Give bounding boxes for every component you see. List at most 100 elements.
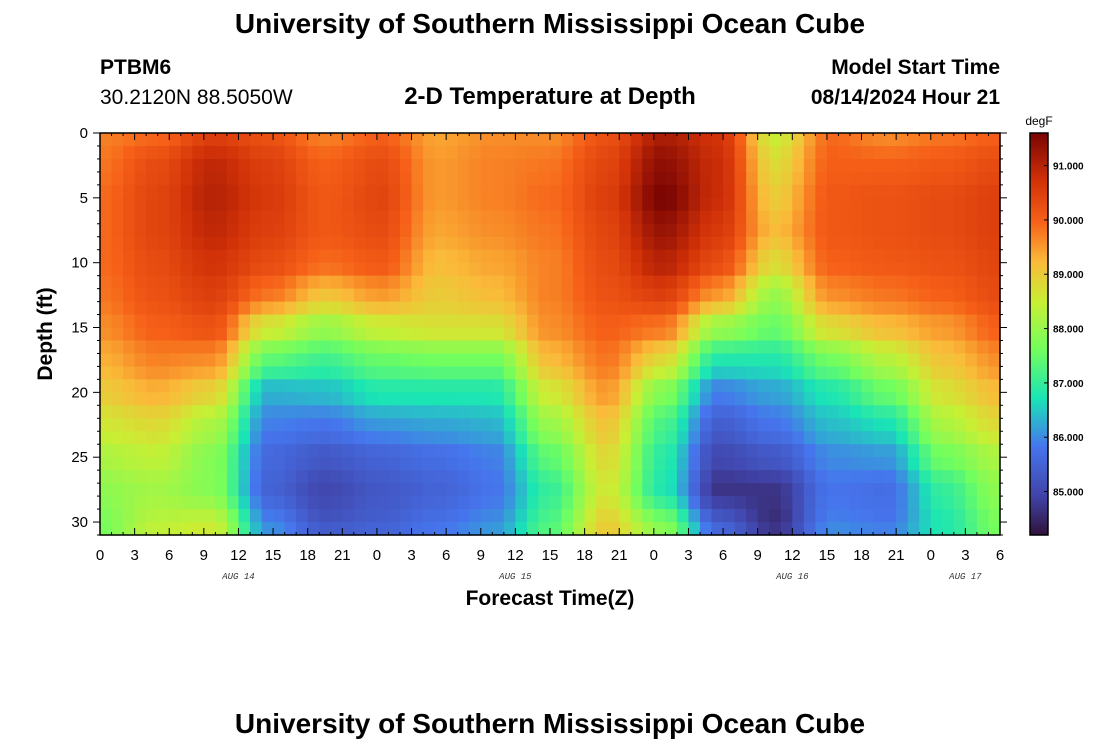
heatmap-cell bbox=[100, 133, 113, 147]
heatmap-cell bbox=[446, 249, 459, 264]
heatmap-cell bbox=[792, 275, 805, 290]
heatmap-cell bbox=[469, 314, 482, 329]
heatmap-cell bbox=[503, 379, 516, 393]
heatmap-cell bbox=[907, 353, 920, 368]
heatmap-cell bbox=[134, 301, 147, 316]
heatmap-cell bbox=[630, 496, 643, 510]
heatmap-cell bbox=[388, 223, 401, 238]
heatmap-cell bbox=[226, 133, 240, 147]
y-axis-title: Depth (ft) bbox=[34, 287, 57, 380]
heatmap-cell bbox=[930, 223, 943, 238]
heatmap-cell bbox=[376, 197, 390, 212]
heatmap-cell bbox=[884, 210, 897, 225]
heatmap-cell bbox=[111, 314, 124, 329]
heatmap-cell bbox=[515, 470, 528, 484]
heatmap-cell bbox=[238, 379, 251, 393]
heatmap-cell bbox=[896, 418, 909, 432]
heatmap-cell bbox=[930, 418, 943, 432]
heatmap-cell bbox=[203, 405, 216, 419]
heatmap-cell bbox=[653, 288, 666, 303]
heatmap-cell bbox=[434, 509, 447, 523]
heatmap-cell bbox=[976, 457, 990, 471]
heatmap-cell bbox=[965, 483, 978, 497]
heatmap-cell bbox=[215, 197, 228, 212]
heatmap-cell bbox=[619, 418, 632, 432]
heatmap-cell bbox=[342, 301, 355, 316]
heatmap-cell bbox=[700, 431, 713, 445]
heatmap-cell bbox=[123, 496, 136, 510]
heatmap-cell bbox=[838, 444, 851, 458]
heatmap-cell bbox=[815, 133, 828, 147]
heatmap-cell bbox=[884, 431, 897, 445]
heatmap-cell bbox=[653, 236, 666, 251]
heatmap-cell bbox=[815, 327, 828, 342]
heatmap-cell bbox=[746, 314, 759, 329]
heatmap-cell bbox=[792, 171, 805, 186]
heatmap-cell bbox=[123, 405, 136, 419]
heatmap-cell bbox=[642, 327, 655, 342]
heatmap-cell bbox=[238, 133, 251, 147]
heatmap-cell bbox=[780, 366, 793, 380]
heatmap-cell bbox=[423, 262, 436, 277]
heatmap-cell bbox=[273, 275, 286, 290]
heatmap-cell bbox=[134, 262, 147, 277]
heatmap-cell bbox=[838, 236, 851, 251]
heatmap-cell bbox=[111, 431, 124, 445]
heatmap-cell bbox=[296, 366, 309, 380]
heatmap-cell bbox=[607, 483, 620, 497]
heatmap-cell bbox=[573, 379, 586, 393]
heatmap-cell bbox=[884, 470, 897, 484]
heatmap-cell bbox=[815, 275, 828, 290]
heatmap-cell bbox=[792, 444, 805, 458]
heatmap-cell bbox=[538, 184, 551, 199]
page-title: University of Southern Mississippi Ocean… bbox=[234, 8, 866, 39]
heatmap-cell bbox=[746, 405, 759, 419]
heatmap-cell bbox=[388, 496, 401, 510]
heatmap-cell bbox=[746, 262, 759, 277]
heatmap-cell bbox=[123, 171, 136, 186]
heatmap-cell bbox=[307, 314, 320, 329]
heatmap-cell bbox=[169, 470, 182, 484]
heatmap-cell bbox=[134, 236, 147, 251]
heatmap-cell bbox=[434, 353, 447, 368]
heatmap-cell bbox=[169, 353, 182, 368]
heatmap-cell bbox=[146, 133, 159, 147]
heatmap-cell bbox=[965, 275, 978, 290]
heatmap-cell bbox=[307, 249, 320, 264]
heatmap-cell bbox=[688, 314, 701, 329]
heatmap-cell bbox=[700, 340, 713, 355]
heatmap-cell bbox=[365, 470, 378, 484]
heatmap-cell bbox=[503, 483, 516, 497]
heatmap-cell bbox=[134, 249, 147, 264]
heatmap-cell bbox=[388, 379, 401, 393]
heatmap-cell bbox=[492, 496, 505, 510]
heatmap-cell bbox=[515, 392, 528, 406]
heatmap-cell bbox=[319, 197, 332, 212]
heatmap-cell bbox=[157, 496, 170, 510]
heatmap-cell bbox=[596, 223, 609, 238]
heatmap-cell bbox=[111, 327, 124, 342]
heatmap-cell bbox=[665, 431, 678, 445]
heatmap-cell bbox=[861, 301, 874, 316]
heatmap-cell bbox=[688, 184, 701, 199]
heatmap-cell bbox=[746, 431, 759, 445]
heatmap-cell bbox=[988, 457, 1001, 471]
heatmap-cell bbox=[757, 171, 770, 186]
heatmap-cell bbox=[769, 236, 782, 251]
heatmap-cell bbox=[273, 444, 286, 458]
heatmap-cell bbox=[100, 197, 113, 212]
heatmap-cell bbox=[400, 496, 413, 510]
heatmap-cell bbox=[515, 353, 528, 368]
heatmap-cell bbox=[700, 158, 713, 173]
heatmap-cell bbox=[965, 158, 978, 173]
heatmap-cell bbox=[123, 509, 136, 523]
heatmap-cell bbox=[976, 158, 990, 173]
heatmap-cell bbox=[457, 314, 470, 329]
heatmap-cell bbox=[896, 327, 909, 342]
heatmap-cell bbox=[573, 275, 586, 290]
x-tick-label: 21 bbox=[334, 547, 351, 564]
heatmap-cell bbox=[907, 145, 920, 160]
heatmap-cell bbox=[907, 522, 920, 536]
heatmap-cell bbox=[515, 236, 528, 251]
heatmap-cell bbox=[861, 392, 874, 406]
